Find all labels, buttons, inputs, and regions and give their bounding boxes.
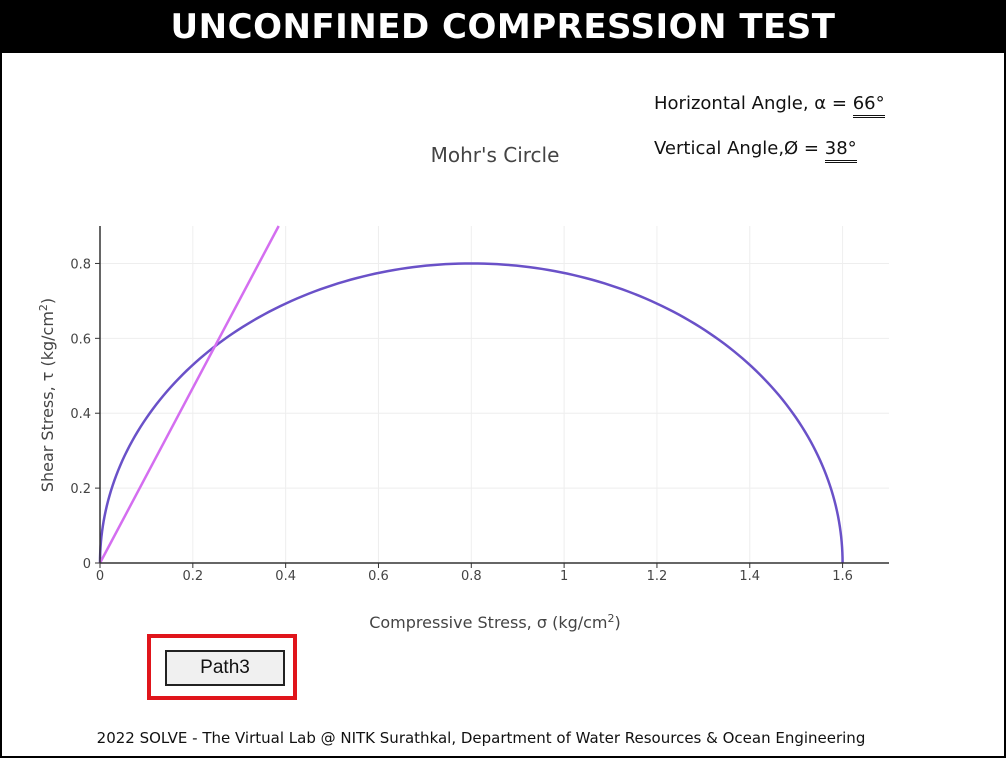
mohr-circle-chart: Mohr's Circle 0 0.2 0.4 0.6 0.8 1 1.2 1.4 1.6 0 0.… [37, 143, 889, 633]
x-axis-label-end: ) [615, 613, 621, 632]
x-tick-label: 0.2 [182, 569, 203, 584]
y-axis-label-text: Shear Stress, τ (kg/cm [38, 311, 57, 492]
footer-credit: 2022 SOLVE - The Virtual Lab @ NITK Sura… [96, 729, 866, 747]
vertical-angle-value: 38° [824, 138, 857, 163]
failure-envelope-line [98, 225, 280, 564]
x-tick-label: 1 [560, 569, 568, 584]
vertical-angle-label: Vertical Angle,Ø = [654, 138, 825, 159]
x-tick-label: 0.8 [461, 569, 482, 584]
horizontal-angle-label: Horizontal Angle, α = [654, 93, 853, 114]
vertical-angle-readout: Vertical Angle,Ø = 38° [654, 138, 857, 163]
chart-ticks: 0 0.2 0.4 0.6 0.8 1 1.2 1.4 1.6 0 0.2 0.4 0.6 0.8 [70, 257, 853, 584]
horizontal-angle-value: 66° [852, 93, 885, 118]
y-axis-label: Shear Stress, τ (kg/cm2) [37, 298, 58, 492]
y-tick-label: 0.8 [70, 257, 91, 272]
x-axis-label-text: Compressive Stress, σ (kg/cm [369, 613, 607, 632]
mohr-circle-curve [98, 262, 844, 564]
y-tick-label: 0.6 [70, 332, 91, 347]
y-tick-label: 0.2 [70, 482, 91, 497]
x-axis-label: Compressive Stress, σ (kg/cm2) [369, 612, 621, 633]
x-tick-label: 0.4 [275, 569, 296, 584]
x-axis-label-sup: 2 [608, 612, 615, 625]
page-title: UNCONFINED COMPRESSION TEST [2, 2, 1004, 53]
y-axis-label-end: ) [38, 298, 57, 304]
path-button-highlight [147, 634, 297, 700]
x-tick-label: 0.6 [368, 569, 389, 584]
chart-series [98, 225, 844, 564]
x-tick-label: 1.6 [832, 569, 853, 584]
chart-grid [100, 226, 889, 563]
x-tick-label: 1.4 [739, 569, 760, 584]
y-tick-label: 0 [83, 557, 91, 572]
x-tick-label: 0 [96, 569, 104, 584]
y-tick-label: 0.4 [70, 407, 91, 422]
x-tick-label: 1.2 [647, 569, 668, 584]
y-axis-label-sup: 2 [37, 304, 50, 311]
horizontal-angle-readout: Horizontal Angle, α = 66° [654, 93, 885, 118]
chart-title: Mohr's Circle [431, 143, 560, 167]
path3-button[interactable]: Path3 [165, 650, 285, 686]
chart-axes [99, 226, 889, 564]
